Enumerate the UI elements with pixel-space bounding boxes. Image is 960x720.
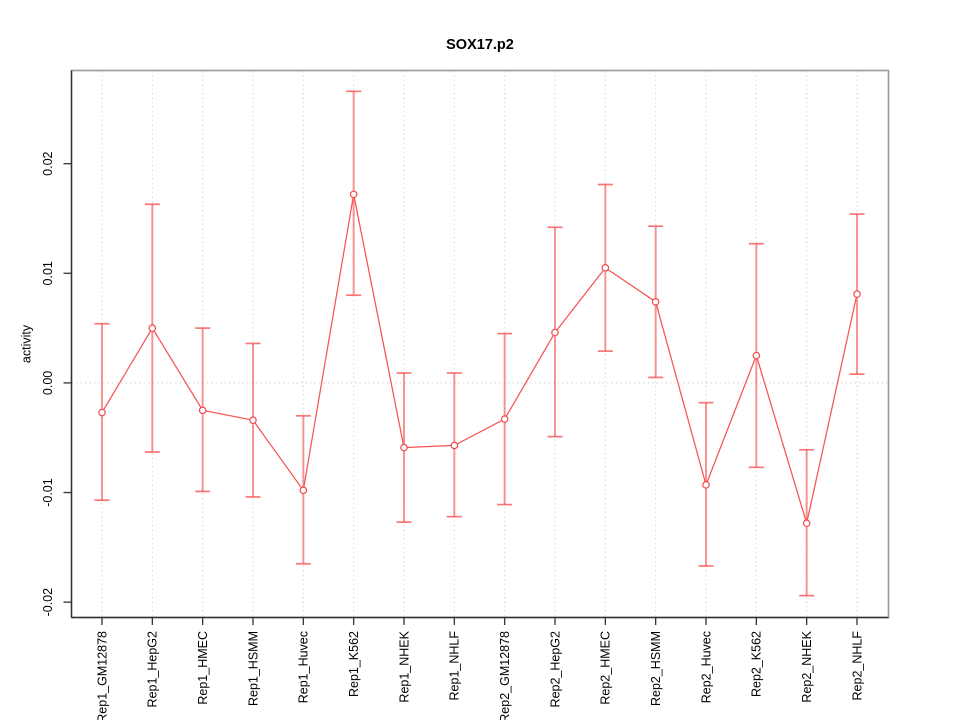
chart-generated-layer: -0.02 -0.01 0.00 0.01 0.02 Rep1_GM12878 Rep1_H… — [41, 69, 890, 720]
plot-box — [70, 69, 890, 619]
x-tick-label: Rep2_Huvec — [699, 631, 713, 703]
y-tick-label: -0.02 — [41, 588, 55, 617]
data-point-marker — [148, 324, 157, 332]
y-tick-label: 0.00 — [41, 371, 55, 395]
x-tick-label: Rep1_NHLF — [448, 631, 462, 701]
data-point-marker — [249, 416, 257, 424]
x-tick-label: Rep1_K562 — [347, 631, 361, 697]
data-point-marker — [450, 441, 459, 450]
data-point-marker — [752, 351, 761, 360]
x-tick-label: Rep1_NHEK — [397, 630, 411, 702]
x-tick-label: Rep1_HepG2 — [146, 631, 160, 707]
x-tick-label: Rep1_GM12878 — [95, 631, 109, 720]
x-tick-label: Rep2_HMEC — [599, 631, 613, 705]
y-axis-label: activity — [20, 324, 34, 363]
data-point-marker — [702, 481, 710, 489]
series-line — [101, 194, 858, 526]
x-tick-label: Rep1_HMEC — [196, 631, 210, 705]
data-point-marker — [98, 408, 106, 417]
data-point-marker — [299, 486, 308, 495]
data-point-marker — [802, 519, 811, 528]
y-tick-label: -0.01 — [41, 478, 55, 507]
x-tick-label: Rep2_GM12878 — [498, 631, 512, 720]
data-point-marker — [500, 415, 509, 423]
y-tick-label: 0.02 — [41, 151, 55, 175]
data-point-marker — [400, 443, 408, 452]
x-tick-label: Rep2_NHEK — [800, 630, 814, 702]
data-point-marker — [601, 264, 610, 272]
data-point-marker — [198, 406, 207, 415]
x-tick-label: Rep2_NHLF — [850, 631, 864, 701]
x-tick-label: Rep1_Huvec — [297, 631, 311, 703]
y-tick-label: 0.01 — [41, 261, 55, 285]
x-tick-label: Rep1_HSMM — [246, 631, 260, 706]
x-tick-label: Rep2_HSMM — [649, 631, 663, 706]
data-point-marker — [651, 297, 660, 306]
data-point-marker — [551, 328, 559, 337]
x-tick-label: Rep2_HepG2 — [548, 631, 562, 707]
data-point-marker — [349, 190, 358, 199]
x-tick-label: Rep2_K562 — [750, 631, 764, 697]
chart-title: SOX17.p2 — [446, 37, 514, 53]
data-point-marker — [853, 290, 861, 298]
